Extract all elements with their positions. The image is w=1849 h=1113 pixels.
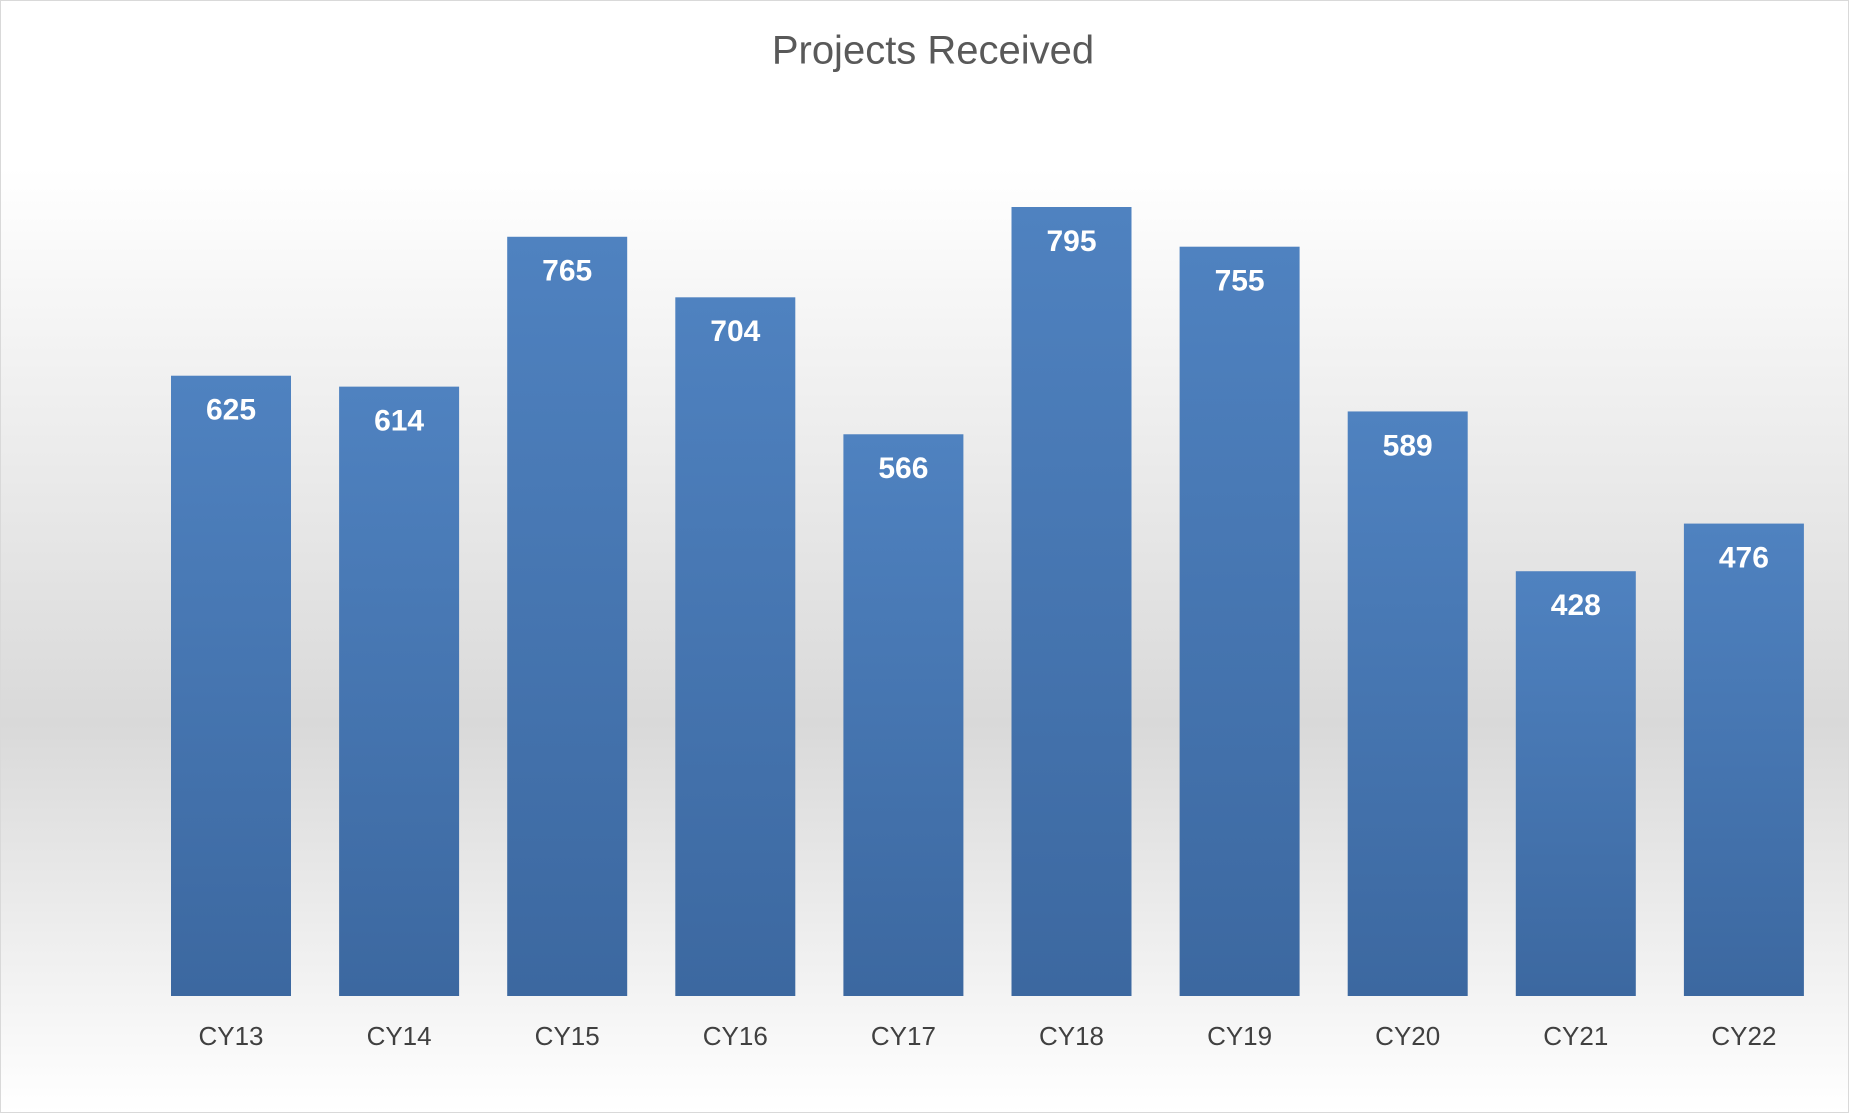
- x-tick-label: CY21: [1543, 1021, 1608, 1051]
- data-label: 428: [1551, 589, 1601, 622]
- x-tick-label: CY13: [198, 1021, 263, 1051]
- data-label: 614: [374, 405, 424, 438]
- data-label: 476: [1719, 542, 1769, 575]
- chart-title: Projects Received: [772, 29, 1094, 73]
- x-tick-label: CY22: [1711, 1021, 1776, 1051]
- x-tick-label: CY18: [1039, 1021, 1104, 1051]
- x-tick-label: CY14: [367, 1021, 432, 1051]
- bar: [1347, 411, 1468, 996]
- bar: [507, 236, 628, 997]
- bar: [339, 386, 460, 996]
- bar: [1683, 523, 1804, 996]
- bar: [1515, 571, 1636, 996]
- data-label: 625: [206, 394, 256, 427]
- bar: [843, 434, 964, 996]
- data-label: 765: [542, 255, 592, 288]
- x-tick-label: CY19: [1207, 1021, 1272, 1051]
- bar: [675, 297, 796, 996]
- x-tick-label: CY15: [535, 1021, 600, 1051]
- data-label: 755: [1215, 265, 1265, 298]
- bar: [171, 375, 291, 996]
- data-label: 704: [710, 315, 760, 348]
- bar: [1179, 246, 1300, 996]
- bar: [1011, 207, 1132, 996]
- data-label: 566: [878, 452, 928, 485]
- data-label: 795: [1046, 225, 1096, 258]
- x-tick-label: CY16: [703, 1021, 768, 1051]
- x-tick-label: CY17: [871, 1021, 936, 1051]
- data-label: 589: [1383, 429, 1433, 462]
- x-tick-label: CY20: [1375, 1021, 1440, 1051]
